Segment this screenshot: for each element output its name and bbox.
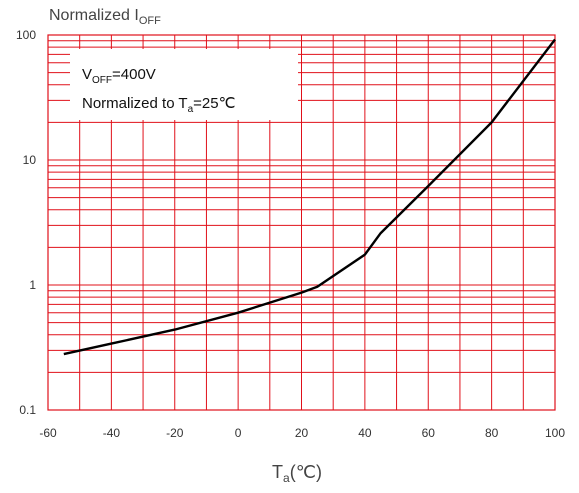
x-tick-label: 100 (545, 426, 565, 440)
x-tick-label: 40 (358, 426, 372, 440)
annotation-box (70, 49, 298, 120)
x-tick-label: 80 (485, 426, 499, 440)
x-axis-label: Ta(℃) (272, 462, 322, 485)
y-tick-labels: 0.1 1 10 100 (16, 28, 36, 417)
annotation-normalized: Normalized to Ta=25℃ (82, 95, 235, 115)
x-tick-label: 60 (422, 426, 436, 440)
x-tick-label: 20 (295, 426, 309, 440)
y-tick-label: 1 (29, 278, 36, 292)
y-axis-label: Normalized IOFF (49, 7, 161, 27)
x-tick-label: 0 (235, 426, 242, 440)
y-tick-label: 100 (16, 28, 36, 42)
plot-frame (47, 34, 556, 411)
x-tick-label: -60 (39, 426, 57, 440)
x-tick-label: -20 (166, 426, 184, 440)
x-tick-label: -40 (103, 426, 121, 440)
series-line-ioff (63, 38, 556, 356)
y-tick-label: 10 (23, 153, 37, 167)
y-tick-label: 0.1 (19, 403, 36, 417)
x-tick-labels: -60 -40 -20 0 20 40 60 80 100 (39, 426, 565, 440)
annotation-voltage: VOFF=400V (82, 66, 156, 86)
